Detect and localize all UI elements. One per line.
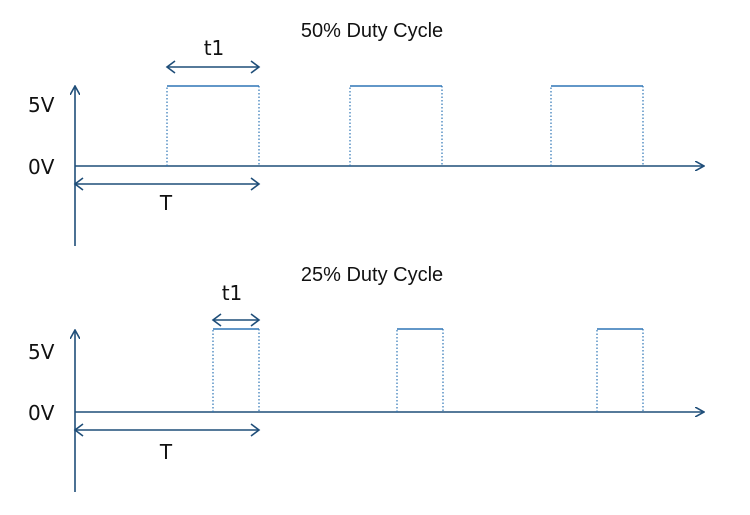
top-panel: 50% Duty Cycle 5V 0V t1: [28, 20, 704, 246]
top-pulse-3: [550, 85, 644, 166]
bottom-period-label: T: [159, 440, 173, 464]
top-pulse-width-dimension: [165, 60, 261, 74]
bottom-high-level-label: 5V: [28, 340, 55, 364]
top-pulse-2: [349, 85, 443, 166]
bottom-pulse-1: [212, 328, 260, 412]
bottom-panel: 25% Duty Cycle 5V 0V t1: [28, 264, 704, 492]
top-pulse-width-label: t1: [204, 36, 225, 60]
bottom-pulse-3: [596, 328, 644, 412]
bottom-pulse-2: [396, 328, 444, 412]
bottom-period-dimension: [73, 423, 261, 437]
top-period-label: T: [159, 191, 173, 215]
bottom-pulse-width-label: t1: [222, 281, 243, 305]
top-period-dimension: [73, 177, 261, 191]
top-pulse-1: [166, 85, 260, 166]
bottom-pulse-width-dimension: [211, 313, 261, 327]
bottom-panel-title: 25% Duty Cycle: [301, 264, 443, 286]
bottom-low-level-label: 0V: [28, 401, 55, 425]
top-low-level-label: 0V: [28, 155, 55, 179]
top-high-level-label: 5V: [28, 93, 55, 117]
top-panel-title: 50% Duty Cycle: [301, 20, 443, 42]
